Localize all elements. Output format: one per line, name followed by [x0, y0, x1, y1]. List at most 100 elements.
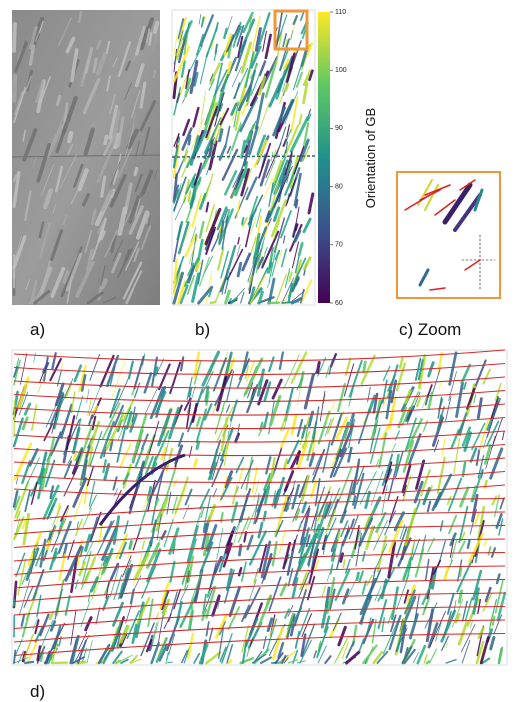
streak — [263, 381, 272, 402]
streak — [59, 507, 70, 534]
streak — [345, 650, 361, 665]
streak — [133, 355, 145, 390]
streak — [466, 387, 476, 410]
streak — [208, 78, 215, 91]
streak — [55, 165, 64, 193]
streak — [21, 549, 38, 585]
streak — [286, 439, 300, 465]
streak — [21, 612, 31, 638]
streak — [332, 612, 342, 631]
streak — [249, 217, 257, 235]
streak — [474, 512, 480, 525]
streak — [447, 477, 463, 512]
streak — [294, 255, 300, 274]
streak — [129, 416, 134, 427]
panel-label: c) Zoom — [399, 320, 461, 339]
streak — [294, 223, 299, 232]
streak — [17, 376, 30, 410]
streak — [84, 229, 93, 253]
streak — [208, 562, 217, 591]
streak — [286, 159, 293, 184]
streak — [495, 573, 501, 585]
streak — [308, 69, 314, 82]
streak — [350, 518, 355, 529]
gb-streaks — [172, 11, 315, 305]
streak — [51, 631, 60, 650]
streak — [177, 432, 185, 447]
streak — [33, 289, 50, 305]
streak — [209, 448, 219, 480]
streak — [70, 610, 77, 646]
panel-label: a) — [30, 320, 45, 339]
streak — [129, 588, 135, 605]
tick-label: 70 — [335, 242, 343, 249]
streak — [50, 266, 66, 298]
streak — [283, 469, 295, 492]
streak — [80, 374, 87, 392]
streak — [285, 177, 297, 207]
streak — [155, 637, 168, 663]
streak — [118, 409, 124, 426]
streak — [347, 446, 353, 463]
streak — [246, 534, 254, 551]
seam — [11, 154, 161, 158]
streak — [281, 655, 287, 664]
streak — [459, 486, 470, 508]
streak — [117, 425, 125, 441]
streak — [152, 20, 160, 35]
streak — [129, 659, 134, 664]
streak — [425, 608, 435, 643]
streak — [73, 163, 84, 188]
streak — [172, 479, 178, 488]
streak — [301, 279, 313, 302]
streak — [245, 176, 258, 201]
streak — [225, 568, 233, 591]
streak — [448, 371, 457, 401]
streak — [390, 586, 399, 620]
streak — [18, 391, 29, 416]
streak — [289, 153, 293, 164]
streak — [94, 573, 103, 594]
streak — [283, 657, 289, 664]
streak — [129, 413, 138, 433]
streak — [343, 363, 355, 397]
streak — [376, 570, 380, 582]
streak — [63, 102, 69, 123]
streak — [157, 637, 166, 655]
streak — [217, 246, 225, 271]
streak — [135, 140, 140, 158]
streak — [434, 473, 453, 508]
streak — [95, 39, 102, 50]
streak — [251, 15, 261, 53]
streak — [179, 584, 189, 602]
streak — [287, 659, 299, 664]
streak — [272, 159, 283, 187]
streak — [165, 447, 174, 472]
streak — [388, 519, 404, 553]
streak — [326, 576, 336, 615]
streak — [65, 36, 76, 54]
streak — [28, 44, 36, 66]
streak — [406, 593, 411, 602]
streak — [260, 656, 272, 665]
streak — [337, 467, 353, 502]
streak — [187, 262, 195, 277]
streak — [103, 133, 116, 156]
streak — [326, 402, 335, 422]
streak — [24, 489, 31, 513]
streak — [333, 447, 348, 478]
streak — [407, 410, 412, 421]
streak — [485, 435, 496, 470]
streak — [48, 514, 60, 547]
streak — [482, 593, 493, 612]
streak — [22, 128, 38, 162]
streak — [271, 259, 278, 277]
streak — [32, 156, 37, 169]
streak — [197, 285, 214, 305]
streak — [48, 610, 55, 621]
streak — [221, 148, 239, 181]
streak — [182, 20, 193, 41]
streak — [323, 501, 332, 519]
streak — [306, 42, 314, 55]
streak — [219, 646, 227, 662]
